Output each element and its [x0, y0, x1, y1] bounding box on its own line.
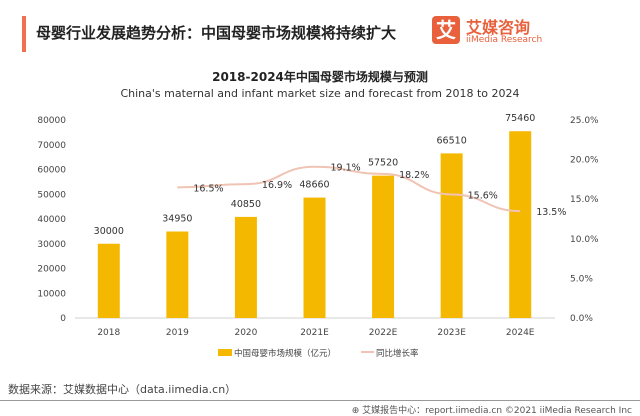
legend-bar-swatch — [218, 349, 232, 356]
logo: 艾 艾媒咨询 iiMedia Research — [432, 14, 632, 50]
footer-text: 艾媒报告中心：report.iimedia.cn ©2021 iiMedia R… — [362, 406, 632, 416]
logo-mark: 艾 — [432, 16, 460, 44]
bar-data-label: 57520 — [368, 158, 398, 169]
legend-bar-label: 中国母婴市场规模（亿元） — [234, 348, 336, 359]
x-tick-label: 2022E — [369, 328, 398, 338]
bar-data-label: 75460 — [505, 113, 535, 124]
y-left-tick-label: 60000 — [37, 166, 66, 176]
bar-data-label: 40850 — [231, 199, 261, 210]
bar — [166, 231, 189, 318]
y-left-tick-label: 40000 — [37, 215, 66, 225]
logo-text-en: iiMedia Research — [466, 35, 543, 45]
x-tick-label: 2019 — [166, 328, 189, 338]
line-data-label: 19.1% — [331, 163, 361, 174]
bar — [509, 131, 532, 318]
page-title: 母婴行业发展趋势分析：中国母婴市场规模将持续扩大 — [36, 24, 397, 42]
x-tick-label: 2024E — [506, 328, 535, 338]
bar — [234, 216, 257, 318]
y-left-tick-label: 30000 — [37, 240, 66, 250]
title-accent-bar — [22, 16, 26, 52]
y-left-tick-label: 80000 — [37, 116, 66, 126]
line-data-label: 16.9% — [262, 180, 292, 191]
chart-title: 2018-2024年中国母婴市场规模与预测 — [212, 70, 428, 84]
line-data-label: 18.2% — [399, 170, 429, 181]
bar — [372, 175, 395, 318]
bar — [97, 243, 120, 318]
chart-subtitle: China's maternal and infant market size … — [120, 87, 520, 100]
logo-text-cn: 艾媒咨询 — [466, 18, 531, 37]
y-right-tick-label: 15.0% — [570, 195, 599, 205]
legend-line-label: 同比增长率 — [376, 348, 419, 359]
bar-data-label: 34950 — [162, 213, 192, 224]
y-left-tick-label: 0 — [60, 314, 66, 324]
bar-data-label: 66510 — [437, 135, 467, 146]
y-left-tick-label: 50000 — [37, 190, 66, 200]
y-right-tick-label: 20.0% — [570, 156, 599, 166]
chart: 0 10000 20000 30000 40000 50000 60000 70000 8000… — [37, 113, 599, 359]
y-left-tick-label: 70000 — [37, 141, 66, 151]
bar-data-label: 30000 — [94, 226, 124, 237]
y-left-tick-label: 20000 — [37, 265, 66, 275]
y-left-tick-label: 10000 — [37, 289, 66, 299]
x-tick-label: 2021E — [300, 328, 329, 338]
line-data-label: 13.5% — [536, 207, 566, 218]
bar — [440, 153, 463, 318]
y-right-tick-label: 5.0% — [570, 274, 593, 284]
y-right-tick-label: 25.0% — [570, 116, 599, 126]
y-right-tick-label: 0.0% — [570, 314, 593, 324]
divider — [0, 400, 640, 401]
bar-data-label: 48660 — [299, 180, 329, 191]
x-tick-label: 2020 — [234, 328, 257, 338]
y-right-tick-label: 10.0% — [570, 235, 599, 245]
growth-rate-line — [177, 165, 521, 213]
footer-icon: ⊕ — [351, 406, 363, 416]
x-tick-label: 2023E — [437, 328, 466, 338]
footer: ⊕ 艾媒报告中心：report.iimedia.cn ©2021 iiMedia… — [352, 403, 632, 416]
line-data-label: 16.5% — [193, 183, 223, 194]
line-data-label: 15.6% — [468, 190, 498, 201]
bar — [303, 197, 326, 318]
x-tick-label: 2018 — [97, 328, 120, 338]
data-source: 数据来源：艾媒数据中心（data.iimedia.cn） — [8, 383, 237, 396]
